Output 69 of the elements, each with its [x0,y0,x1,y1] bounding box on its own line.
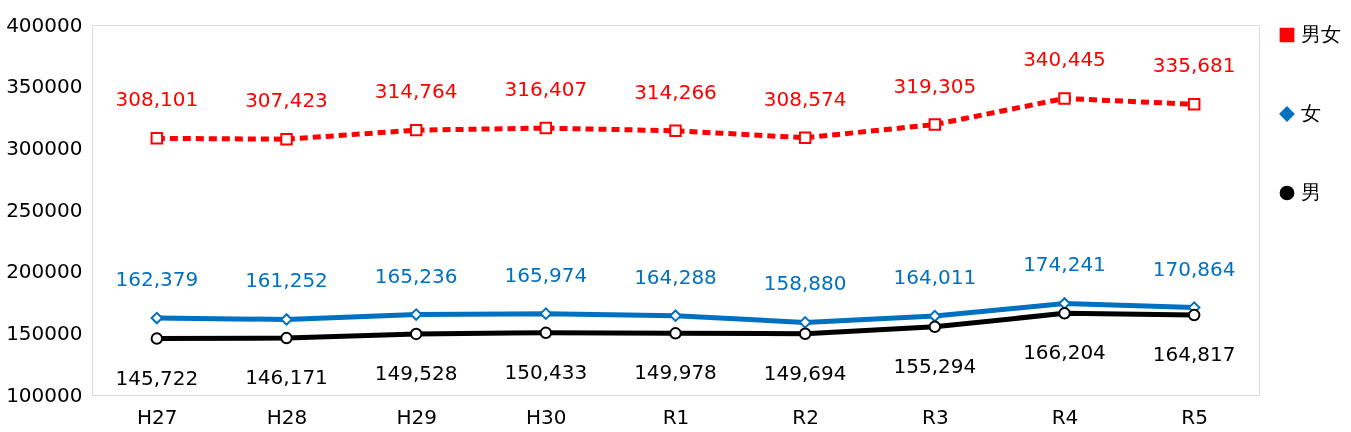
data-label: 158,880 [763,271,847,296]
data-label: 164,011 [893,265,977,290]
data-label: 174,241 [1023,252,1106,277]
point [669,327,682,340]
legend-label: 男女 [1301,22,1341,46]
x-tick-label: R1 [662,404,690,429]
data-label: 150,433 [504,359,588,384]
data-label: 166,204 [1023,340,1106,365]
y-tick-label: 400000 [6,12,83,37]
point [928,320,942,334]
y-tick-label: 350000 [6,74,83,99]
point [1058,92,1071,105]
point [150,132,164,145]
point [539,326,553,340]
data-label: 165,974 [504,262,588,287]
point [928,309,942,323]
y-tick-label: 150000 [6,320,83,345]
data-label: 319,305 [893,73,977,98]
data-label: 335,681 [1152,53,1236,78]
point [1058,307,1071,320]
point [798,316,812,329]
point [928,118,942,131]
x-tick-label: R5 [1181,404,1208,429]
data-label: 165,236 [374,263,458,288]
data-label: 316,407 [504,77,588,102]
legend-label: 女 [1301,101,1321,125]
point [1187,308,1201,322]
x-tick-label: H30 [526,404,567,429]
data-label: 149,694 [763,360,847,385]
data-label: 164,288 [634,264,717,289]
data-label: 314,266 [634,79,717,104]
point [539,121,553,135]
x-tick-label: H27 [137,404,178,429]
data-label: 149,528 [374,360,458,385]
legend-label: 男 [1301,180,1321,204]
point [409,327,423,341]
point [150,332,164,345]
x-tick-label: R2 [792,404,819,429]
data-label: 161,252 [245,268,328,293]
data-label: 314,764 [374,79,458,104]
point [280,132,293,146]
data-label: 149,978 [634,360,717,385]
point [798,131,812,144]
point [1187,98,1201,111]
point [798,327,812,340]
data-label: 340,445 [1023,47,1106,72]
y-tick-label: 200000 [6,259,83,284]
x-tick-label: H29 [396,404,437,429]
y-tick-label: 250000 [6,197,83,222]
data-label: 308,101 [115,87,199,112]
y-tick-label: 300000 [6,135,83,160]
data-label: 164,817 [1152,342,1236,367]
point [280,331,293,345]
x-tick-label: R3 [922,404,949,429]
data-label: 162,379 [115,267,199,292]
point [150,311,164,325]
y-tick-label: 100000 [6,382,83,407]
point [409,308,423,321]
point [539,307,553,320]
x-tick-label: H28 [266,404,308,429]
point [409,123,423,137]
data-label: 145,722 [115,365,199,390]
point [669,124,682,137]
data-label: 170,864 [1152,256,1236,281]
data-label: 146,171 [245,365,328,390]
x-tick-label: R4 [1051,404,1079,429]
data-label: 308,574 [763,86,847,111]
data-label: 307,423 [245,88,328,113]
data-label: 155,294 [893,353,977,378]
